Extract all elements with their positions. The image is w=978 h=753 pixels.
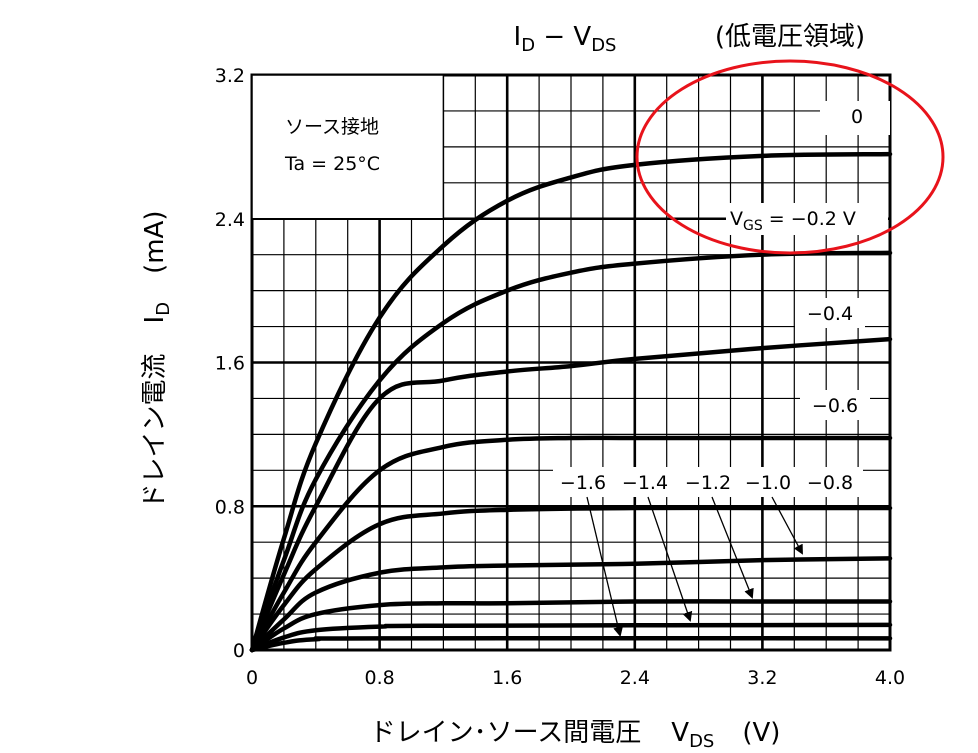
curve-label-neg0-4: −0.4 bbox=[807, 303, 853, 325]
curve-label-neg1-0: −1.0 bbox=[745, 472, 791, 494]
conditions-box bbox=[251, 74, 445, 220]
curve-label-0: 0 bbox=[851, 106, 863, 128]
y-tick-labels: 0 0.8 1.6 2.4 3.2 bbox=[215, 65, 245, 662]
label-bg-06 bbox=[800, 390, 870, 420]
x-axis-label: ドレイン･ソース間電圧 VDS (V) bbox=[370, 718, 781, 752]
y-tick-label: 3.2 bbox=[215, 65, 245, 87]
curve-label-neg1-2: −1.2 bbox=[685, 472, 731, 494]
x-tick-labels: 0 0.8 1.6 2.4 3.2 4.0 bbox=[246, 667, 905, 689]
x-tick-label: 4.0 bbox=[875, 667, 905, 689]
y-axis-label: ドレイン電流ID(mA) bbox=[140, 211, 174, 510]
arrow-neg1-2 bbox=[711, 496, 754, 599]
curve-series-6 bbox=[249, 599, 893, 653]
x-tick-label: 0.8 bbox=[364, 667, 394, 689]
curve-label-neg1-4: −1.4 bbox=[622, 472, 668, 494]
condition-source: ソース接地 bbox=[285, 116, 379, 138]
curve-series-5 bbox=[249, 556, 893, 653]
arrow-neg1-0 bbox=[771, 496, 803, 555]
label-bg-vgs bbox=[726, 203, 888, 235]
x-tick-label: 1.6 bbox=[492, 667, 522, 689]
condition-temperature: Ta = 25°C bbox=[284, 153, 380, 175]
curve-series-4 bbox=[249, 505, 893, 653]
arrow-neg1-4 bbox=[647, 496, 693, 622]
x-tick-label: 3.2 bbox=[747, 667, 777, 689]
curve-series-2 bbox=[249, 336, 893, 653]
curves bbox=[249, 151, 893, 653]
curve-series-7 bbox=[249, 622, 893, 653]
y-tick-label: 1.6 bbox=[215, 353, 245, 375]
curve-label-neg0-6: −0.6 bbox=[812, 395, 858, 417]
curve-series-0 bbox=[249, 151, 893, 653]
arrow-neg1-6 bbox=[586, 496, 624, 637]
chart-title: ID − VDS bbox=[514, 22, 617, 56]
chart-title-note: (低電圧領域) bbox=[715, 22, 865, 52]
curve-label-neg1-6: −1.6 bbox=[560, 472, 606, 494]
x-tick-label: 0 bbox=[246, 667, 258, 689]
curve-series-3 bbox=[249, 435, 893, 653]
label-bg-bottom bbox=[553, 467, 863, 497]
label-bg-04 bbox=[795, 298, 865, 328]
plot-frame bbox=[250, 73, 892, 652]
y-tick-label: 0.8 bbox=[215, 496, 245, 518]
y-tick-label: 0 bbox=[233, 640, 245, 662]
label-bg-0 bbox=[820, 101, 890, 135]
curve-label-vgs: VGS = −0.2 V bbox=[730, 208, 856, 234]
highlight-ellipse bbox=[635, 59, 945, 255]
curve-label-neg0-8: −0.8 bbox=[807, 472, 853, 494]
curve-series-1 bbox=[249, 250, 893, 653]
x-tick-label: 2.4 bbox=[620, 667, 650, 689]
y-tick-label: 2.4 bbox=[215, 209, 245, 231]
curve-series-8 bbox=[249, 635, 893, 653]
